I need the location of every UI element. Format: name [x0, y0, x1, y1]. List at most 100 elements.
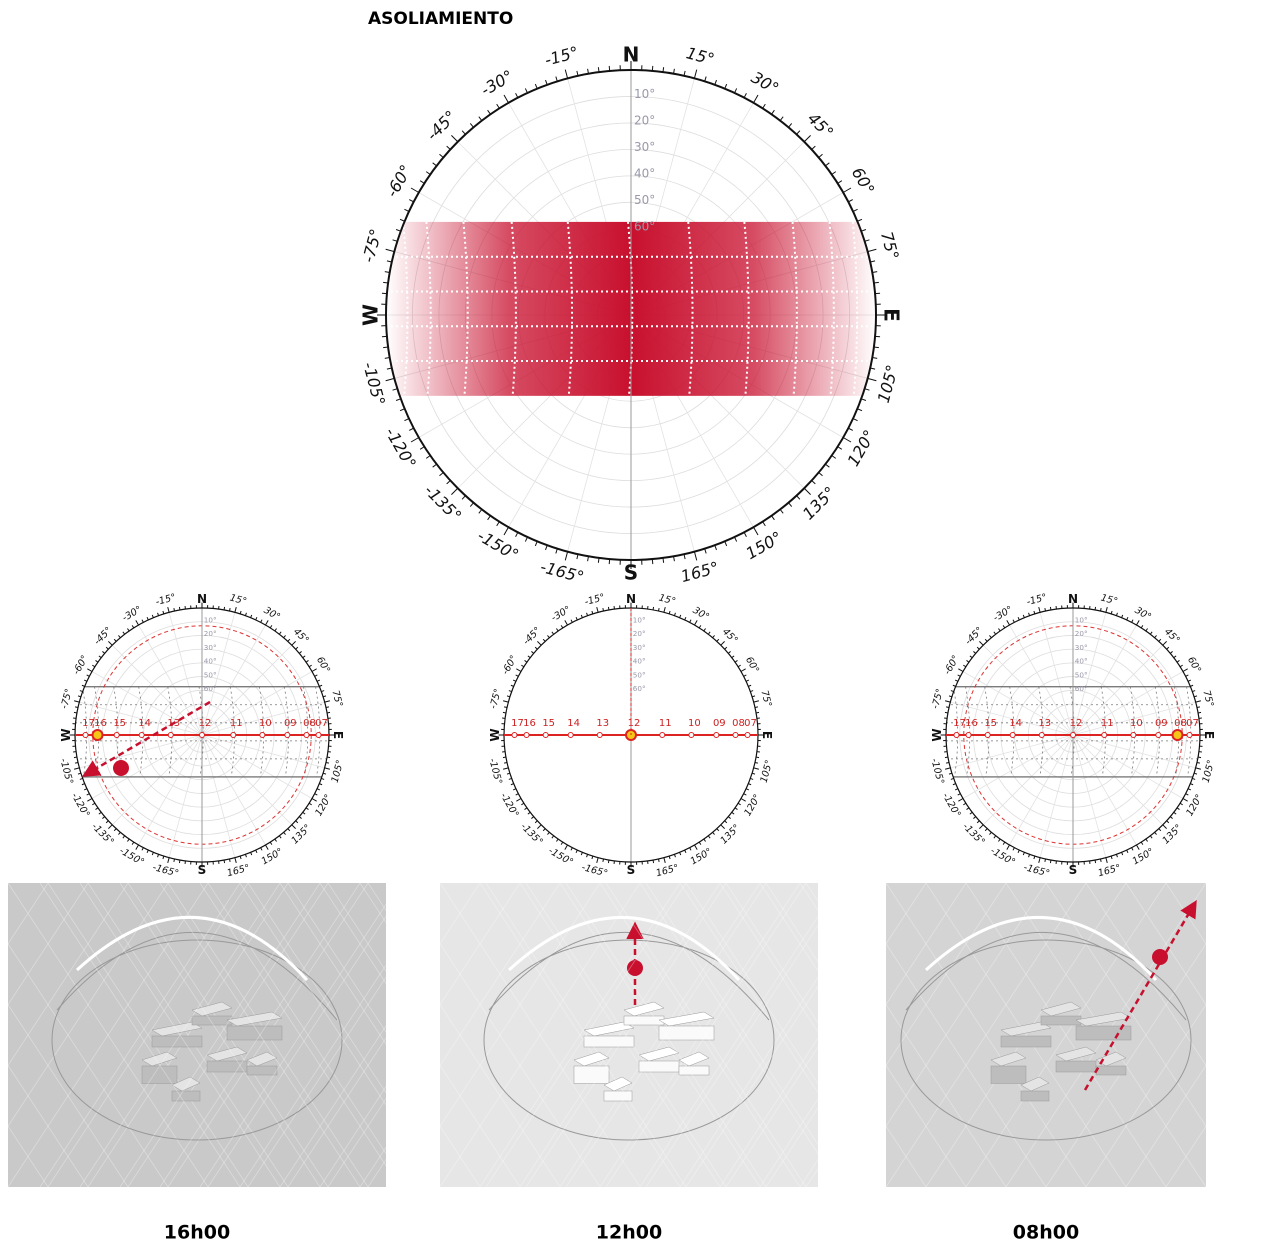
tick	[325, 761, 330, 764]
tick	[502, 700, 509, 703]
tick	[534, 646, 538, 650]
tick	[564, 844, 568, 850]
tick	[287, 638, 291, 642]
azimuth-line	[201, 644, 293, 736]
hour-label: 10	[259, 718, 272, 729]
azimuth-line	[568, 735, 632, 845]
tick	[478, 116, 483, 121]
tick	[556, 628, 559, 632]
tick	[385, 377, 395, 382]
ground-grid	[645, 882, 847, 1188]
tick	[1002, 625, 1006, 629]
azimuth-label: 15°	[658, 593, 677, 608]
tick	[698, 625, 702, 629]
ground-grid	[79, 882, 281, 1188]
building	[206, 1046, 248, 1062]
tick	[322, 695, 327, 698]
tick	[564, 551, 569, 561]
tick	[534, 83, 538, 89]
azimuth-line	[168, 734, 203, 858]
ground-grid	[199, 882, 401, 1188]
hour-curve	[713, 687, 717, 777]
hour-curve	[82, 686, 88, 777]
tick	[510, 783, 514, 786]
azimuth-label: 150°	[743, 527, 786, 563]
ground-grid	[247, 882, 449, 1188]
altitude-label: 60°	[204, 684, 217, 693]
tick	[984, 828, 988, 832]
tick	[818, 472, 823, 477]
azimuth-label: -15°	[543, 43, 581, 70]
hour-curve	[1186, 686, 1192, 777]
tick	[98, 811, 102, 815]
hour-label: 11	[659, 718, 672, 729]
building	[1020, 1076, 1050, 1092]
ground-grid	[199, 882, 401, 1188]
tick	[316, 788, 321, 791]
tick	[81, 783, 85, 786]
tick	[157, 612, 160, 616]
azimuth-label: 75°	[1200, 689, 1215, 708]
ground-grid	[87, 882, 289, 1188]
hour-label: 12	[1070, 718, 1083, 729]
tick	[731, 655, 735, 659]
altitude-label: 10°	[204, 616, 217, 625]
dome-base	[483, 939, 775, 1141]
hour-curve	[745, 687, 749, 777]
ground-grid	[725, 882, 927, 1188]
building-side	[1040, 1015, 1082, 1026]
ground-grid	[1045, 882, 1247, 1188]
tick	[322, 772, 327, 775]
tick	[167, 606, 170, 613]
tick	[1190, 783, 1194, 786]
sun-path-diagram: 10°20°30°40°50°60°N 15°30°45°60°75°E105°1…	[57, 592, 346, 880]
tick	[560, 625, 564, 629]
azimuth-line	[962, 734, 1074, 799]
tick	[1162, 824, 1167, 829]
azimuth-label: -150°	[117, 845, 146, 868]
tick	[122, 835, 126, 839]
hour-curve	[1154, 686, 1160, 777]
tick	[73, 700, 80, 703]
ground-grid	[1199, 1093, 1261, 1188]
hour-point	[82, 732, 89, 738]
sun-ball	[113, 760, 129, 776]
hour-label: 14	[1009, 718, 1022, 729]
tick	[250, 614, 253, 618]
tick	[867, 377, 877, 382]
azimuth-line	[111, 644, 203, 736]
altitude-label: 40°	[1075, 657, 1088, 666]
tick	[326, 756, 331, 759]
tick	[1131, 847, 1134, 851]
tick	[1192, 690, 1196, 693]
tick	[694, 620, 698, 626]
tick	[1185, 793, 1189, 796]
hour-label: 16	[965, 718, 978, 729]
tick	[255, 616, 258, 621]
altitude-label: 20°	[1075, 629, 1088, 638]
tick	[278, 631, 282, 635]
building	[151, 1021, 203, 1037]
tick	[512, 788, 517, 791]
tick	[1176, 807, 1180, 810]
sun	[1171, 729, 1184, 741]
tick	[1044, 607, 1047, 612]
tick	[92, 802, 96, 806]
tick	[751, 772, 756, 775]
view-background	[8, 883, 386, 1187]
tick	[151, 852, 154, 856]
tick	[954, 679, 959, 682]
tick	[803, 487, 811, 495]
ground-grid	[79, 882, 281, 1188]
tick	[597, 557, 600, 563]
tick	[105, 646, 109, 650]
tick	[234, 606, 237, 613]
tick	[77, 695, 82, 698]
tick	[969, 811, 973, 815]
tick	[223, 859, 226, 864]
tick	[432, 162, 437, 167]
building-side	[583, 1035, 635, 1048]
ground-grid	[47, 882, 249, 1188]
tick	[399, 218, 405, 222]
azimuth-line	[1072, 734, 1184, 799]
